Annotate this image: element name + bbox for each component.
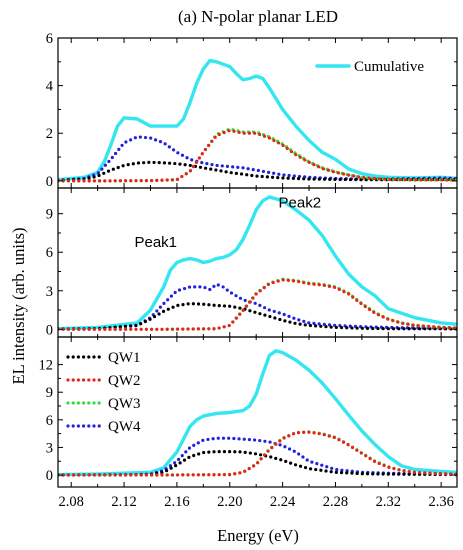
panel-3-series-cumulative <box>58 349 457 477</box>
panel-2-series-cumulative <box>58 195 457 331</box>
panel-1-y-tick-label: 4 <box>46 79 54 95</box>
panel-1-y-tick-label: 6 <box>46 31 53 47</box>
panel-2-series-qw1 <box>58 301 457 331</box>
panel-1-series-qw3 <box>58 127 457 183</box>
x-axis-label: Energy (eV) <box>217 526 299 545</box>
panel-1-y-tick-label: 0 <box>46 174 53 190</box>
panel-1-y-tick-label: 2 <box>46 126 53 142</box>
panel-2-series-qw4 <box>58 282 457 331</box>
figure-title: (a) N-polar planar LED <box>178 7 338 26</box>
legend-label-qw3: QW3 <box>108 396 141 412</box>
panel-1-series-qw1 <box>58 160 457 182</box>
panel-1-series-qw4 <box>58 135 457 182</box>
panel-3-y-tick-label: 12 <box>39 358 54 374</box>
y-axis-label: EL intensity (arb. units) <box>9 227 28 384</box>
panel-1-series-group <box>58 58 457 183</box>
legend-label-cumulative: Cumulative <box>354 59 424 75</box>
x-tick-label: 2.28 <box>323 494 348 510</box>
x-tick-label: 2.20 <box>217 494 242 510</box>
panel-1-series-cumulative <box>58 58 457 182</box>
panel-2-y-tick-label: 9 <box>46 207 53 223</box>
panel-3-y-tick-label: 9 <box>46 385 53 401</box>
panel-3-series-group <box>58 349 457 477</box>
panel-2-y-tick-label: 3 <box>46 284 53 300</box>
panel-2-series-group <box>58 195 457 331</box>
panel-2-series-qw2 <box>58 278 457 331</box>
panel-3-y-tick-label: 3 <box>46 440 53 456</box>
panel-3-series-qw3 <box>58 430 457 477</box>
annotation-peak2: Peak2 <box>279 194 322 211</box>
plot-layer: 0 2 4 6 Cumulative 0 3 6 9 Peak1 Peak2 0 3 6 9 12 QW1 QW2… <box>39 31 458 510</box>
panel-3-series-qw2 <box>58 430 457 477</box>
panel-3-frame <box>57 336 458 488</box>
panel-2-y-tick-label: 6 <box>46 245 53 261</box>
panel-3-series-qw1 <box>58 450 457 477</box>
x-tick-label: 2.08 <box>59 494 84 510</box>
x-tick-label: 2.12 <box>111 494 136 510</box>
panel-3-y-tick-label: 0 <box>46 468 53 484</box>
panel-3-series-qw4 <box>58 436 457 477</box>
x-tick-label: 2.32 <box>376 494 401 510</box>
legend-label-qw1: QW1 <box>108 350 141 366</box>
x-tick-label: 2.36 <box>428 494 453 510</box>
legend-label-qw4: QW4 <box>108 419 141 435</box>
panel-3-y-tick-label: 6 <box>46 413 53 429</box>
panel-1-series-qw2 <box>58 128 457 183</box>
x-tick-label: 2.24 <box>270 494 296 510</box>
panel-2-y-tick-label: 0 <box>46 322 53 338</box>
annotation-peak1: Peak1 <box>134 234 177 251</box>
x-tick-label: 2.16 <box>164 494 189 510</box>
legend-label-qw2: QW2 <box>108 373 141 389</box>
